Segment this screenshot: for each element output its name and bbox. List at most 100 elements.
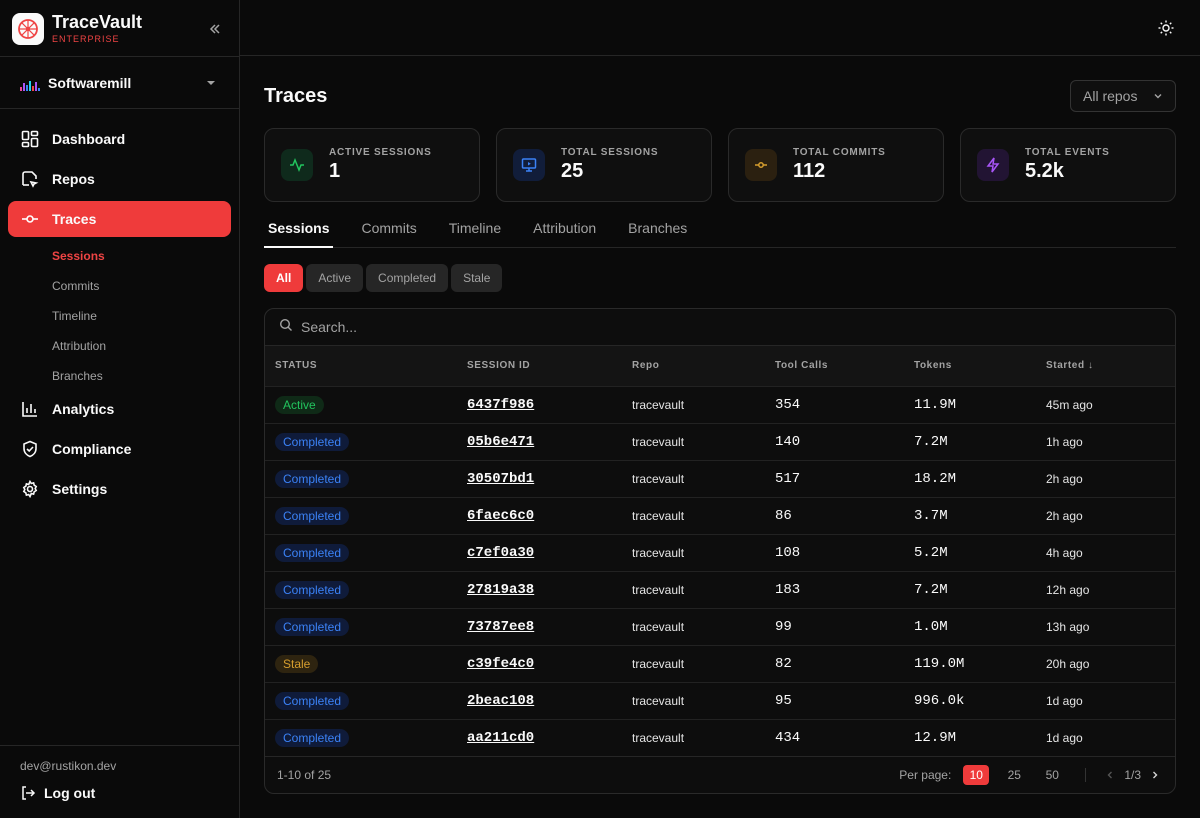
per-page-option-50[interactable]: 50	[1045, 768, 1059, 782]
per-page-label: Per page:	[899, 768, 952, 782]
table-row[interactable]: Completed 2beac108 tracevault 95 996.0k 1d ag…	[265, 682, 1175, 719]
tab-branches[interactable]: Branches	[628, 220, 688, 236]
nav-item-settings[interactable]: Settings	[8, 471, 231, 507]
nav-item-traces[interactable]: Traces	[8, 201, 231, 237]
session-id-link[interactable]: 27819a38	[467, 581, 535, 598]
table-row[interactable]: Completed c7ef0a30 tracevault 108 5.2M 4h ago	[265, 534, 1175, 571]
stat-label: TOTAL COMMITS	[793, 147, 886, 158]
org-logo-icon	[20, 75, 40, 91]
page-indicator: 1/3	[1124, 768, 1141, 782]
sun-icon[interactable]	[1156, 18, 1176, 38]
pagination-range: 1-10 of 25	[277, 768, 332, 782]
filter-stale[interactable]: Stale	[451, 264, 503, 292]
session-id-link[interactable]: 30507bd1	[467, 470, 535, 487]
filter-active[interactable]: Active	[306, 264, 364, 292]
cell-session-id: 6437f986	[457, 386, 622, 423]
cell-started: 4h ago	[1046, 545, 1083, 560]
nav-item-compliance[interactable]: Compliance	[8, 431, 231, 467]
table-row[interactable]: Completed aa211cd0 tracevault 434 12.9M 1d ag…	[265, 719, 1175, 756]
table-row[interactable]: Completed 6faec6c0 tracevault 86 3.7M 2h ago	[265, 497, 1175, 534]
per-page-option-10[interactable]: 10	[963, 765, 990, 785]
stat-card-active-sessions: ACTIVE SESSIONS 1	[264, 128, 480, 202]
cell-status: Completed	[265, 719, 457, 756]
cell-tool-calls: 108	[775, 544, 801, 561]
commit-icon	[745, 149, 777, 181]
cell-tokens: 11.9M	[914, 396, 957, 413]
table-row[interactable]: Stale c39fe4c0 tracevault 82 119.0M 20h ago	[265, 645, 1175, 682]
tab-timeline[interactable]: Timeline	[448, 220, 502, 236]
brand-name: TraceVault	[52, 12, 143, 32]
session-id-link[interactable]: aa211cd0	[467, 729, 535, 746]
cell-tokens: 3.7M	[914, 507, 948, 524]
session-id-link[interactable]: 2beac108	[467, 692, 535, 709]
header-repo[interactable]: Repo	[632, 360, 660, 372]
cell-status: Active	[265, 386, 457, 423]
filter-completed[interactable]: Completed	[366, 264, 449, 292]
header-status[interactable]: STATUS	[275, 360, 318, 372]
table-row[interactable]: Active 6437f986 tracevault 354 11.9M 45m ago	[265, 386, 1175, 423]
session-id-link[interactable]: 6437f986	[467, 396, 535, 413]
chevron-right-icon[interactable]	[1147, 767, 1163, 783]
collapse-sidebar-icon[interactable]	[205, 19, 225, 39]
cell-repo: tracevault	[632, 656, 685, 671]
nav-item-repos[interactable]: Repos	[8, 161, 231, 197]
header-session-id[interactable]: SESSION ID	[467, 360, 531, 372]
pager-divider	[1085, 768, 1087, 782]
cell-status: Completed	[265, 571, 457, 608]
table-row[interactable]: Completed 27819a38 tracevault 183 7.2M 12h ag…	[265, 571, 1175, 608]
nav-label-traces: Traces	[52, 211, 97, 227]
nav-item-dashboard[interactable]: Dashboard	[8, 121, 231, 157]
cell-repo: tracevault	[632, 730, 685, 745]
nav-item-analytics[interactable]: Analytics	[8, 391, 231, 427]
main-nav: Dashboard Repos Traces Sessions Commits …	[8, 121, 231, 511]
header-tool-calls[interactable]: Tool Calls	[775, 360, 829, 372]
header-tokens[interactable]: Tokens	[914, 360, 952, 372]
tab-sessions[interactable]: Sessions	[264, 216, 334, 248]
table-row[interactable]: Completed 30507bd1 tracevault 517 18.2M 2h ag…	[265, 460, 1175, 497]
filter-all[interactable]: All	[264, 264, 304, 292]
org-switcher[interactable]: Softwaremill	[0, 56, 239, 109]
subnav-commits[interactable]: Commits	[52, 279, 100, 293]
tab-commits[interactable]: Commits	[361, 220, 417, 236]
header-started[interactable]: Started ↓	[1046, 360, 1094, 372]
tab-attribution[interactable]: Attribution	[533, 220, 597, 236]
table-row[interactable]: Completed 73787ee8 tracevault 99 1.0M 13h ago	[265, 608, 1175, 645]
cell-tokens: 7.2M	[914, 581, 948, 598]
session-id-link[interactable]: c39fe4c0	[467, 655, 535, 672]
table-header-row: STATUS SESSION ID Repo Tool Calls Tokens…	[265, 346, 1175, 386]
repo-filter-select[interactable]: All repos	[1070, 80, 1176, 112]
logout-button[interactable]: Log out	[20, 785, 219, 801]
cell-tool-calls: 82	[775, 655, 792, 672]
subnav-attribution[interactable]: Attribution	[52, 339, 107, 353]
session-id-link[interactable]: 6faec6c0	[467, 507, 535, 524]
user-panel: dev@rustikon.dev Log out	[0, 745, 239, 814]
subnav-sessions[interactable]: Sessions	[52, 249, 105, 263]
subnav-branches[interactable]: Branches	[52, 369, 103, 383]
search-bar	[265, 309, 1175, 346]
session-id-link[interactable]: 73787ee8	[467, 618, 535, 635]
pager: 1/3	[1085, 767, 1163, 783]
subnav-timeline[interactable]: Timeline	[52, 309, 97, 323]
session-id-link[interactable]: 05b6e471	[467, 433, 535, 450]
per-page-selector: Per page: 10 25 50	[899, 765, 1065, 785]
search-input[interactable]	[301, 319, 701, 335]
stat-value: 112	[793, 160, 826, 182]
monitor-icon	[513, 149, 545, 181]
brand[interactable]: TraceVault ENTERPRISE	[12, 12, 142, 46]
stat-value: 1	[329, 160, 341, 182]
cell-session-id: 05b6e471	[457, 423, 622, 460]
table-row[interactable]: Completed 05b6e471 tracevault 140 7.2M 1h ago	[265, 423, 1175, 460]
cell-tool-calls: 354	[775, 396, 801, 413]
status-badge: Completed	[275, 617, 350, 636]
cell-session-id: 27819a38	[457, 571, 622, 608]
tracevault-logo-icon	[12, 13, 44, 45]
per-page-option-25[interactable]: 25	[1007, 768, 1021, 782]
chevron-left-icon[interactable]	[1102, 767, 1118, 783]
session-id-link[interactable]: c7ef0a30	[467, 544, 535, 561]
cell-status: Completed	[265, 423, 457, 460]
shield-check-icon	[20, 439, 40, 459]
cell-repo: tracevault	[632, 508, 685, 523]
table-body: Active 6437f986 tracevault 354 11.9M 45m ago C…	[265, 386, 1175, 756]
status-badge: Stale	[275, 654, 319, 673]
status-badge: Active	[275, 395, 324, 414]
